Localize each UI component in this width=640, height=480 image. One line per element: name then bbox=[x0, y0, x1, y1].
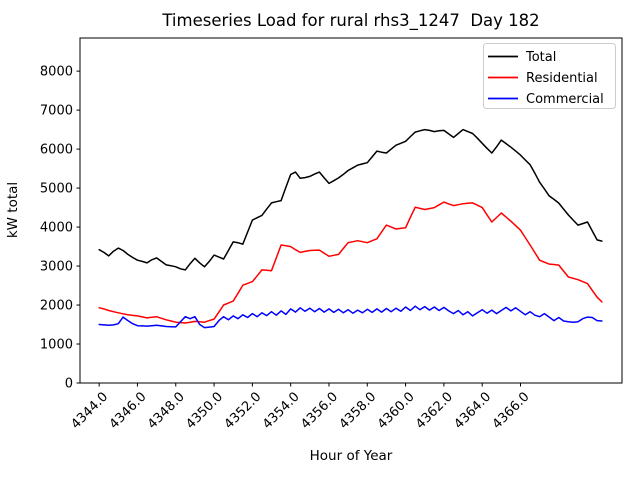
axes-frame bbox=[79, 37, 623, 384]
y-tick-label: 2000 bbox=[40, 299, 73, 314]
legend-label-commercial: Commercial bbox=[526, 92, 604, 107]
legend-label-residential: Residential bbox=[526, 71, 598, 86]
x-tick-label: 4348.0 bbox=[145, 389, 188, 432]
y-tick-label: 5000 bbox=[40, 182, 73, 197]
y-tick-label: 1000 bbox=[40, 338, 73, 353]
x-tick-label: 4356.0 bbox=[298, 389, 341, 432]
legend-label-total: Total bbox=[525, 50, 556, 65]
legend-box bbox=[483, 43, 616, 109]
x-tick-label: 4346.0 bbox=[107, 389, 150, 432]
x-tick-label: 4352.0 bbox=[222, 389, 265, 432]
x-tick-label: 4364.0 bbox=[451, 389, 494, 432]
x-tick-label: 4362.0 bbox=[413, 389, 456, 432]
y-tick-label: 3000 bbox=[40, 260, 73, 275]
y-axis-label: kW total bbox=[5, 182, 21, 238]
legend: Total Residential Commercial bbox=[483, 43, 616, 109]
x-tick-label: 4358.0 bbox=[337, 389, 380, 432]
plot-area: 4344.04346.04348.04350.04352.04354.04356… bbox=[40, 65, 603, 432]
x-tick-label: 4344.0 bbox=[68, 389, 111, 432]
series-line-commercial bbox=[98, 305, 603, 329]
x-tick-label: 4350.0 bbox=[183, 389, 226, 432]
chart-title: Timeseries Load for rural rhs3_1247 Day … bbox=[161, 11, 539, 31]
series-line-total bbox=[98, 128, 603, 271]
y-tick-label: 6000 bbox=[40, 143, 73, 158]
x-tick-label: 4354.0 bbox=[260, 389, 303, 432]
x-tick-label: 4360.0 bbox=[375, 389, 418, 432]
y-tick-label: 7000 bbox=[40, 104, 73, 119]
series-line-residential bbox=[98, 201, 603, 324]
x-axis-label: Hour of Year bbox=[310, 448, 393, 464]
x-tick-label: 4366.0 bbox=[490, 389, 533, 432]
y-tick-label: 4000 bbox=[40, 221, 73, 236]
y-tick-label: 0 bbox=[65, 377, 73, 392]
y-tick-label: 8000 bbox=[40, 65, 73, 80]
